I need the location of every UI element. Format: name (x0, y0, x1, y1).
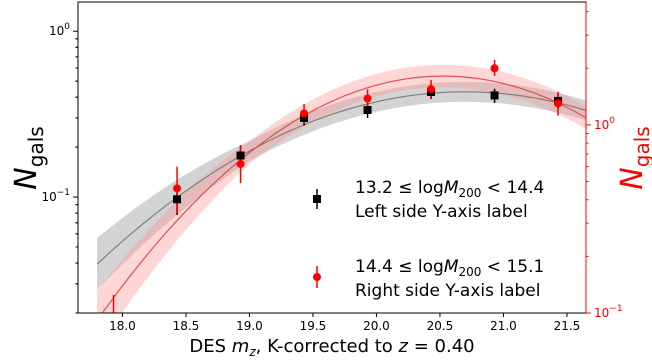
x-tick-label: 21.5 (554, 319, 581, 333)
square-marker (173, 195, 182, 204)
circle-marker (300, 109, 309, 118)
legend1-pre: 13.2 ≤ log (355, 178, 444, 198)
x-tick-label: 18.0 (109, 319, 136, 333)
x-label-z: z (398, 336, 409, 357)
x-axis-label: DES mz, K-corrected to z = 0.40 (189, 336, 474, 359)
circle-marker (236, 159, 245, 168)
legend-circle-marker (313, 273, 321, 281)
left-y-label-n: N (9, 167, 44, 189)
circle-marker (427, 85, 436, 94)
x-label-sub: z (248, 345, 256, 359)
legend2-m: M (444, 257, 459, 277)
legend2-sub: 200 (459, 265, 482, 279)
circle-marker (173, 184, 182, 193)
circle-marker (363, 94, 372, 103)
legend-line2-right: Right side Y-axis label (355, 281, 540, 301)
x-label-mid: , K-corrected to (256, 336, 399, 357)
legend-entry-left-series: 13.2 ≤ logM200 < 14.4 Left side Y-axis l… (313, 178, 544, 222)
legend-line2-left: Left side Y-axis label (355, 202, 528, 222)
square-marker (236, 151, 245, 160)
circle-marker (490, 64, 499, 73)
legend-line1-left: 13.2 ≤ logM200 < 14.4 (355, 178, 544, 200)
data-markers (173, 64, 563, 204)
x-tick-label: 20.0 (363, 319, 390, 333)
legend-square-marker (313, 195, 321, 203)
legend: 13.2 ≤ logM200 < 14.4 Left side Y-axis l… (313, 178, 544, 301)
legend1-m: M (444, 178, 459, 198)
x-label-post: = 0.40 (408, 336, 475, 357)
x-tick-label: 19.5 (300, 319, 327, 333)
right-y-tick-label: 10−1 (594, 304, 623, 320)
left-y-axis-ticks: 100 10−1 (41, 22, 78, 314)
x-axis-ticks: 18.0 18.5 19.0 19.5 20.0 20.5 21.0 21.5 (109, 313, 580, 333)
left-y-tick-label: 10−1 (41, 188, 70, 204)
legend-entry-right-series: 14.4 ≤ logM200 < 15.1 Right side Y-axis … (313, 257, 544, 301)
right-y-tick-label: 100 (594, 116, 615, 132)
left-y-tick-label: 100 (49, 22, 70, 38)
x-tick-label: 20.5 (427, 319, 454, 333)
x-label-m: m (232, 336, 250, 357)
right-y-axis-label: Ngals (615, 126, 652, 189)
legend-line1-right: 14.4 ≤ logM200 < 15.1 (355, 257, 544, 279)
right-y-label-sub: gals (630, 126, 652, 167)
right-y-label-n: N (615, 167, 650, 189)
square-marker (300, 113, 309, 122)
x-label-pre: DES (189, 336, 231, 357)
legend1-sub: 200 (459, 186, 482, 200)
x-tick-label: 21.0 (490, 319, 517, 333)
legend2-post: < 15.1 (481, 257, 544, 277)
fit-band-left (97, 81, 586, 291)
fit-bands (97, 64, 586, 313)
right-y-axis-ticks: 100 10−1 (586, 11, 623, 320)
legend2-pre: 14.4 ≤ log (355, 257, 444, 277)
x-tick-label: 19.0 (236, 319, 263, 333)
legend1-post: < 14.4 (481, 178, 544, 198)
square-marker (363, 105, 372, 114)
x-tick-label: 18.5 (173, 319, 200, 333)
left-y-label-sub: gals (24, 126, 48, 167)
left-y-axis-label: Ngals (9, 126, 48, 189)
fit-band-right (97, 64, 586, 313)
square-marker (490, 91, 499, 100)
circle-marker (554, 99, 563, 108)
fit-line-right (101, 75, 586, 313)
